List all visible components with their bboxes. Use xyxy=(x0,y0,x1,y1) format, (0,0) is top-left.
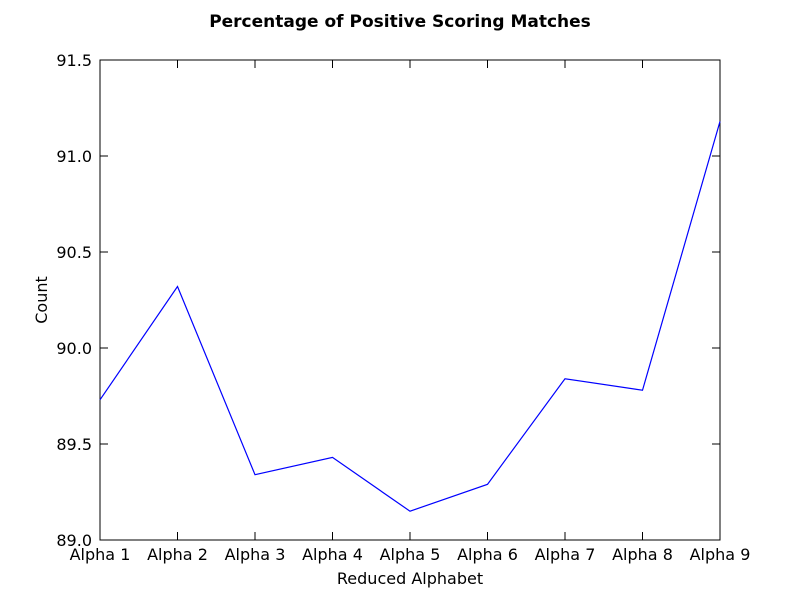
x-tick-label-0: Alpha 1 xyxy=(70,545,131,564)
x-tick-label-3: Alpha 4 xyxy=(302,545,363,564)
plot-area: 89.0 89.5 90.0 90.5 91.0 91.5 Alpha 1 Alpha 2 Al… xyxy=(56,51,750,564)
y-tick-label-3: 90.5 xyxy=(56,243,92,262)
x-axis-label: Reduced Alphabet xyxy=(337,569,483,588)
series-line-0 xyxy=(99,121,721,512)
x-tick-label-6: Alpha 7 xyxy=(535,545,596,564)
x-tick-label-7: Alpha 8 xyxy=(612,545,673,564)
y-tick-label-4: 91.0 xyxy=(56,147,92,166)
y-tick-label-5: 91.5 xyxy=(56,51,92,70)
chart-title: Percentage of Positive Scoring Matches xyxy=(209,12,591,32)
x-tick-label-5: Alpha 6 xyxy=(457,545,518,564)
x-tick-label-2: Alpha 3 xyxy=(225,545,286,564)
y-tick-label-0: 89.0 xyxy=(56,531,92,550)
x-tick-label-4: Alpha 5 xyxy=(380,545,441,564)
plot-frame xyxy=(99,59,721,541)
x-tick-label-1: Alpha 2 xyxy=(147,545,208,564)
x-tick-label-8: Alpha 9 xyxy=(690,545,751,564)
y-axis-label: Count xyxy=(32,276,51,324)
y-tick-label-2: 90.0 xyxy=(56,339,92,358)
y-tick-label-1: 89.5 xyxy=(56,435,92,454)
